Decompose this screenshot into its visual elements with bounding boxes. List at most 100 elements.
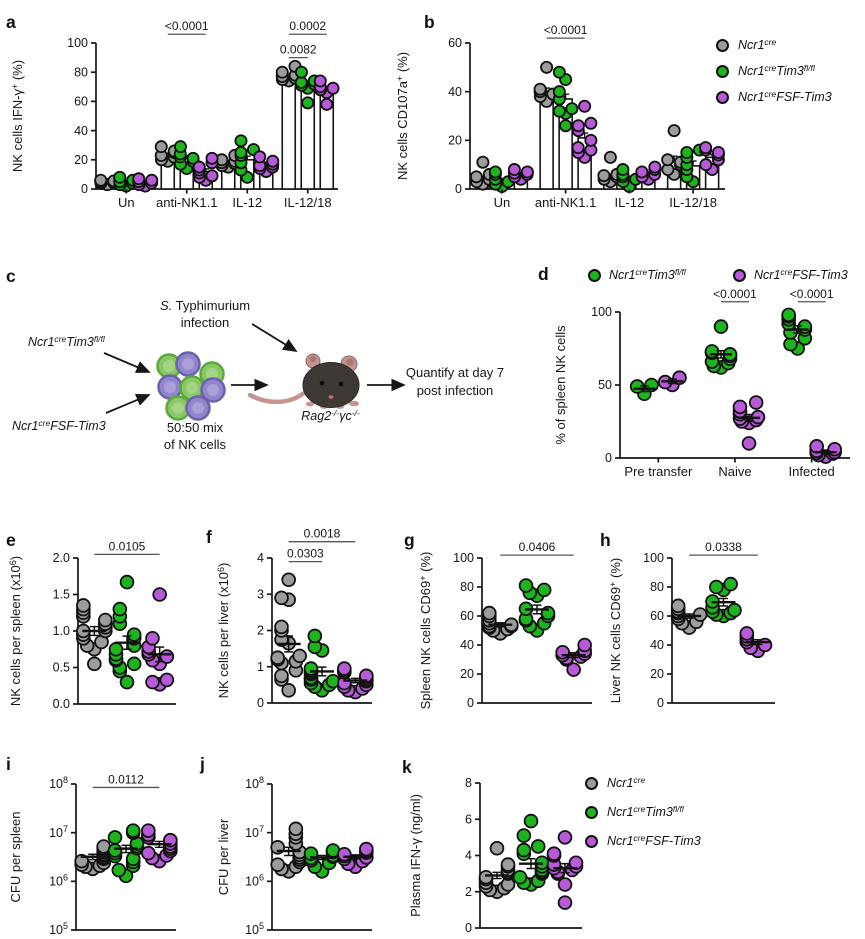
svg-text:40: 40	[448, 85, 462, 99]
panel-h-chart: 0 20 40 60 80 100 Liver NK cells CD69+ (%) 0.03…	[608, 540, 775, 710]
svg-text:1: 1	[257, 660, 264, 674]
svg-text:0.0105: 0.0105	[109, 539, 146, 553]
panel-i-chart: 105 106 107 108 CFU per spleen 0.0112	[8, 772, 178, 937]
arrow-infection-to-mouse	[251, 323, 298, 352]
svg-text:0.0112: 0.0112	[108, 772, 144, 786]
svg-text:anti-NK1.1: anti-NK1.1	[535, 195, 596, 210]
legend-groups-top: Ncr1cre Ncr1creTim3fl/fl Ncr1creFSF-Tim3	[716, 37, 832, 116]
panel-b-letter: b	[424, 12, 435, 32]
svg-text:106: 106	[245, 873, 264, 889]
svg-text:20: 20	[448, 134, 462, 148]
panel-a-letter: a	[6, 12, 16, 32]
legend-label-tim3flfl: Ncr1creTim3fl/fl	[738, 63, 815, 78]
svg-text:1.5: 1.5	[53, 588, 70, 602]
svg-text:60: 60	[650, 609, 664, 623]
panel-f-chart: 0 1 2 3 4 NK cells per liver (x106) 0.0018 0.03…	[216, 527, 374, 710]
svg-text:IL-12: IL-12	[232, 195, 262, 210]
svg-text:1.0: 1.0	[53, 624, 70, 638]
panel-c-schematic	[103, 323, 406, 421]
svg-text:100: 100	[453, 551, 474, 565]
svg-text:NK cells per spleen (x106): NK cells per spleen (x106)	[8, 556, 23, 706]
genotype2-label: Ncr1creFSF-Tim3	[12, 418, 106, 433]
mouse-inner-ear-right	[346, 358, 354, 366]
panel-j-chart: 105 106 107 108 CFU per liver	[216, 775, 374, 937]
svg-text:80: 80	[74, 65, 88, 79]
svg-text:0.0406: 0.0406	[519, 540, 556, 554]
svg-text:60: 60	[448, 36, 462, 50]
svg-text:2: 2	[257, 624, 264, 638]
svg-text:20: 20	[650, 667, 664, 681]
svg-text:IL-12/18: IL-12/18	[669, 195, 717, 210]
legend-label-tim3flfl: Ncr1creTim3fl/fl	[607, 804, 684, 819]
svg-text:0: 0	[81, 182, 88, 196]
legend-label-fsf-tim3: Ncr1creFSF-Tim3	[754, 267, 848, 282]
panel-e-chart: 0.0 0.5 1.0 1.5 2.0 NK cells per spleen (x106…	[8, 539, 176, 711]
legend-dot-green	[585, 805, 598, 819]
legend-groups-bottom: Ncr1cre Ncr1creTim3fl/fl Ncr1creFSF-Tim3	[585, 775, 701, 860]
svg-text:0.5: 0.5	[53, 661, 70, 675]
panel-k-letter: k	[402, 757, 412, 777]
mouse-paw	[349, 400, 359, 407]
styphimurium-infection-label: S. Typhimurium infection	[130, 298, 280, 331]
svg-text:3: 3	[257, 587, 264, 601]
svg-text:0: 0	[455, 182, 462, 196]
arrow-genotype1-to-cells	[103, 352, 151, 373]
quantify-label: Quantify at day 7 post infection	[400, 364, 510, 399]
svg-text:40: 40	[74, 124, 88, 138]
svg-text:Spleen NK cells CD69+ (%): Spleen NK cells CD69+ (%)	[418, 552, 433, 710]
svg-text:Pre transfer: Pre transfer	[624, 464, 693, 479]
svg-text:% of spleen NK cells: % of spleen NK cells	[553, 325, 568, 445]
mouse-tail	[247, 390, 307, 405]
svg-text:anti-NK1.1: anti-NK1.1	[156, 195, 217, 210]
mix-label: 50:50 mix of NK cells	[140, 420, 250, 453]
svg-text:105: 105	[245, 921, 264, 937]
mix-line2: of NK cells	[163, 436, 227, 452]
legend-item-tim3flfl: Ncr1creTim3fl/fl	[585, 804, 701, 819]
svg-text:100: 100	[67, 36, 88, 50]
svg-text:100: 100	[591, 305, 612, 319]
svg-text:105: 105	[49, 921, 68, 937]
mouse-inner-ear-left	[309, 355, 317, 363]
svg-text:107: 107	[245, 824, 264, 840]
mouse-body	[302, 362, 360, 408]
svg-text:2: 2	[465, 885, 472, 899]
svg-text:80: 80	[460, 580, 474, 594]
svg-text:0.0338: 0.0338	[705, 540, 742, 554]
svg-text:20: 20	[74, 153, 88, 167]
cell-cluster	[156, 351, 226, 421]
svg-text:60: 60	[460, 609, 474, 623]
legend-label-ncr1cre: Ncr1cre	[738, 37, 777, 52]
legend-dot-gray	[585, 776, 598, 790]
svg-text:0: 0	[257, 696, 264, 710]
styphimurium-text: S. Typhimurium	[159, 298, 251, 313]
legend-item-ncr1cre: Ncr1cre	[716, 37, 832, 52]
arrow-genotype2-to-cells	[105, 394, 151, 414]
quantify-line1: Quantify at day 7	[405, 365, 505, 380]
legend-dot-purple	[716, 90, 729, 104]
svg-text:Liver NK cells CD69+ (%): Liver NK cells CD69+ (%)	[608, 558, 623, 703]
svg-text:Un: Un	[118, 195, 135, 210]
panel-i-letter: i	[6, 754, 11, 774]
legend-item-tim3flfl: Ncr1creTim3fl/fl	[716, 63, 832, 78]
svg-text:40: 40	[650, 638, 664, 652]
panel-g-letter: g	[404, 530, 415, 550]
panel-c-letter: c	[6, 266, 16, 286]
svg-text:0: 0	[465, 921, 472, 935]
panel-k-chart: 0 2 4 6 8 Plasma IFN-γ (ng/ml)	[408, 776, 584, 935]
panel-b-chart: 0 20 40 60 NK cells CD107a+ (%) Un anti-NK1.1 I…	[395, 23, 725, 210]
svg-text:80: 80	[650, 580, 664, 594]
svg-text:NK cells per liver (x106): NK cells per liver (x106)	[216, 563, 231, 699]
svg-text:107: 107	[49, 824, 68, 840]
svg-text:40: 40	[460, 638, 474, 652]
infection-text: infection	[180, 314, 230, 330]
svg-text:CFU per liver: CFU per liver	[216, 818, 231, 895]
legend-item-fsf-tim3: Ncr1creFSF-Tim3	[716, 89, 832, 104]
svg-text:Naive: Naive	[718, 464, 751, 479]
mix-line1: 50:50 mix	[166, 420, 224, 435]
panel-e-letter: e	[6, 530, 16, 550]
legend-label-fsf-tim3: Ncr1creFSF-Tim3	[738, 89, 832, 104]
svg-text:0: 0	[467, 696, 474, 710]
mouse-nose	[328, 395, 334, 399]
panel-d-letter: d	[538, 264, 549, 284]
